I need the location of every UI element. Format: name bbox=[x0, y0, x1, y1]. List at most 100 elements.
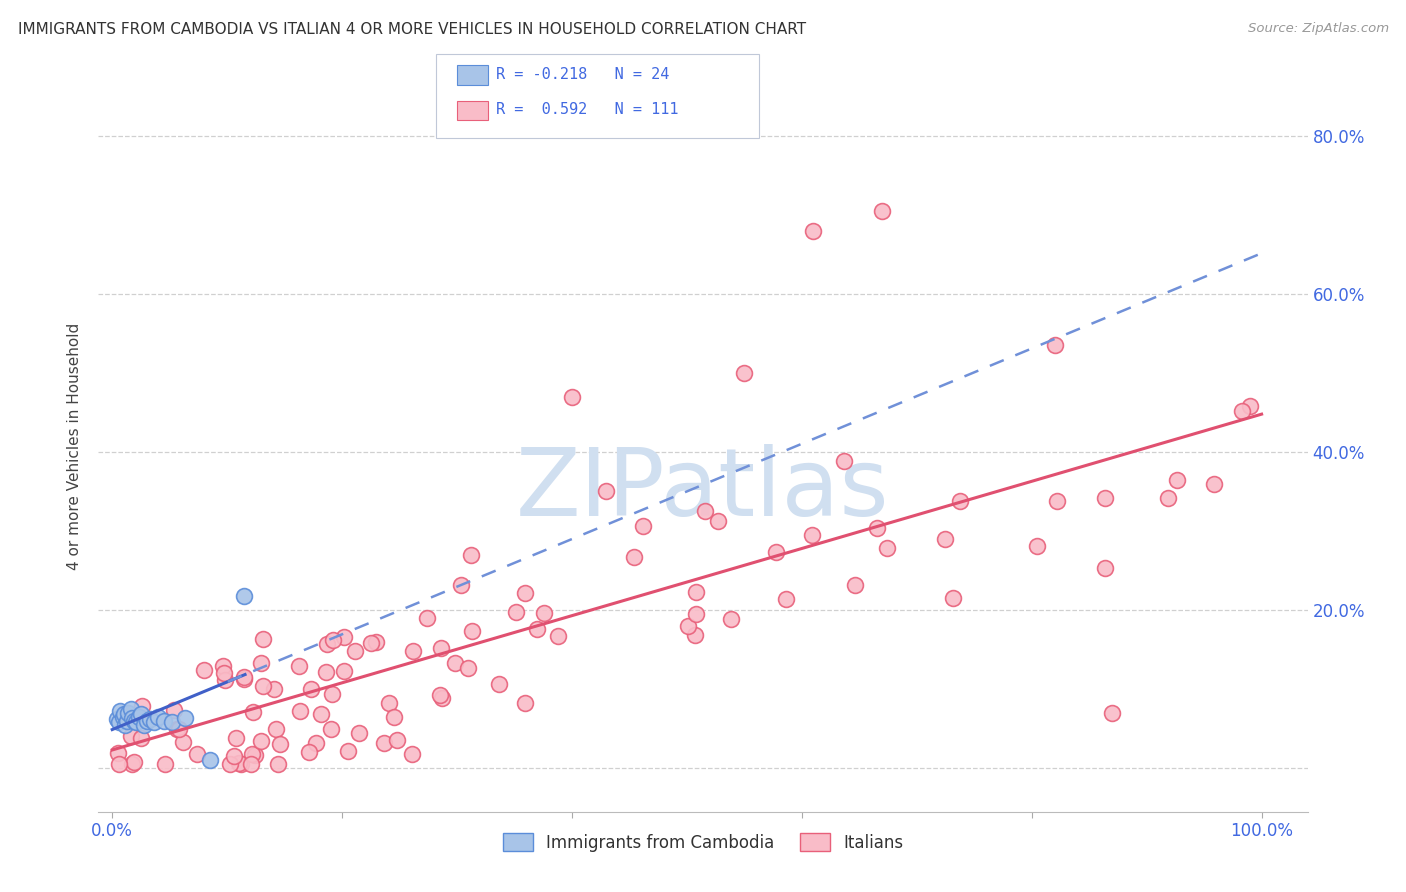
Point bbox=[148, 710, 170, 724]
Point bbox=[240, 747, 263, 761]
Point bbox=[233, 589, 256, 603]
Point bbox=[245, 748, 267, 763]
Point bbox=[834, 454, 856, 468]
Point bbox=[232, 670, 254, 684]
Text: R = -0.218   N = 24: R = -0.218 N = 24 bbox=[496, 67, 669, 81]
Point bbox=[432, 691, 454, 706]
Text: Source: ZipAtlas.com: Source: ZipAtlas.com bbox=[1249, 22, 1389, 36]
Point bbox=[111, 710, 134, 724]
Point bbox=[450, 578, 472, 592]
Point bbox=[167, 722, 190, 736]
Point bbox=[430, 641, 453, 656]
Point bbox=[225, 731, 247, 746]
Point bbox=[631, 519, 654, 533]
Point bbox=[1232, 403, 1254, 417]
Point bbox=[125, 715, 148, 730]
Point bbox=[117, 706, 139, 720]
Point bbox=[120, 729, 142, 743]
Point bbox=[949, 493, 972, 508]
Point bbox=[121, 757, 143, 772]
Point bbox=[382, 710, 405, 724]
Point bbox=[108, 715, 131, 730]
Point bbox=[110, 704, 132, 718]
Point bbox=[163, 703, 186, 717]
Point bbox=[876, 541, 898, 556]
Point bbox=[526, 622, 548, 636]
Point bbox=[344, 644, 367, 658]
Point bbox=[224, 748, 246, 763]
Point bbox=[337, 743, 360, 757]
Point bbox=[114, 717, 136, 731]
Point bbox=[373, 735, 395, 749]
Point bbox=[153, 757, 176, 772]
Point bbox=[186, 747, 208, 762]
Point bbox=[513, 585, 536, 599]
Point bbox=[172, 735, 194, 749]
Point bbox=[134, 717, 156, 731]
Point bbox=[1101, 706, 1123, 720]
Point bbox=[267, 757, 290, 772]
Point bbox=[364, 635, 387, 649]
Point bbox=[1094, 491, 1116, 506]
Point bbox=[160, 715, 183, 730]
Point bbox=[515, 696, 537, 710]
Point bbox=[385, 732, 408, 747]
Point bbox=[623, 549, 645, 564]
Point bbox=[299, 681, 322, 696]
Point bbox=[561, 390, 583, 404]
Point bbox=[122, 755, 145, 769]
Point bbox=[315, 637, 337, 651]
Point bbox=[193, 663, 215, 677]
Text: IMMIGRANTS FROM CAMBODIA VS ITALIAN 4 OR MORE VEHICLES IN HOUSEHOLD CORRELATION : IMMIGRANTS FROM CAMBODIA VS ITALIAN 4 OR… bbox=[18, 22, 807, 37]
Point bbox=[263, 681, 285, 696]
Point bbox=[676, 619, 699, 633]
Point bbox=[269, 737, 291, 751]
Point bbox=[360, 636, 382, 650]
Point bbox=[775, 591, 797, 606]
Point bbox=[107, 746, 129, 760]
Point bbox=[595, 484, 617, 499]
Point bbox=[131, 698, 153, 713]
Point bbox=[252, 632, 274, 647]
Point bbox=[1166, 473, 1188, 487]
Point bbox=[333, 664, 356, 678]
Point bbox=[322, 632, 344, 647]
Point bbox=[135, 714, 157, 728]
Point bbox=[685, 584, 707, 599]
Point bbox=[1094, 561, 1116, 575]
Point bbox=[1046, 493, 1069, 508]
Point bbox=[108, 757, 131, 772]
Point bbox=[315, 665, 337, 679]
Point bbox=[321, 722, 343, 736]
Point bbox=[429, 688, 451, 702]
Point bbox=[309, 706, 332, 721]
Point bbox=[240, 757, 263, 772]
Point bbox=[153, 714, 176, 728]
Text: ZIPatlas: ZIPatlas bbox=[516, 444, 890, 536]
Point bbox=[866, 521, 889, 535]
Point bbox=[228, 756, 250, 771]
Point bbox=[298, 745, 321, 759]
Point bbox=[505, 605, 527, 619]
Point bbox=[1043, 338, 1066, 352]
Point bbox=[1157, 491, 1180, 505]
Point bbox=[401, 644, 423, 658]
Y-axis label: 4 or more Vehicles in Household: 4 or more Vehicles in Household bbox=[67, 322, 83, 570]
Point bbox=[305, 736, 328, 750]
Point bbox=[112, 707, 135, 722]
Point bbox=[250, 733, 273, 747]
Point bbox=[290, 704, 312, 718]
Point bbox=[229, 757, 252, 772]
Point bbox=[347, 726, 370, 740]
Point bbox=[547, 629, 569, 643]
Point bbox=[173, 711, 195, 725]
Point bbox=[765, 545, 787, 559]
Point bbox=[212, 659, 235, 673]
Point bbox=[1026, 539, 1049, 553]
Point bbox=[415, 611, 437, 625]
Point bbox=[720, 612, 742, 626]
Point bbox=[139, 712, 162, 726]
Point bbox=[401, 747, 423, 761]
Point bbox=[683, 627, 706, 641]
Point bbox=[252, 679, 274, 693]
